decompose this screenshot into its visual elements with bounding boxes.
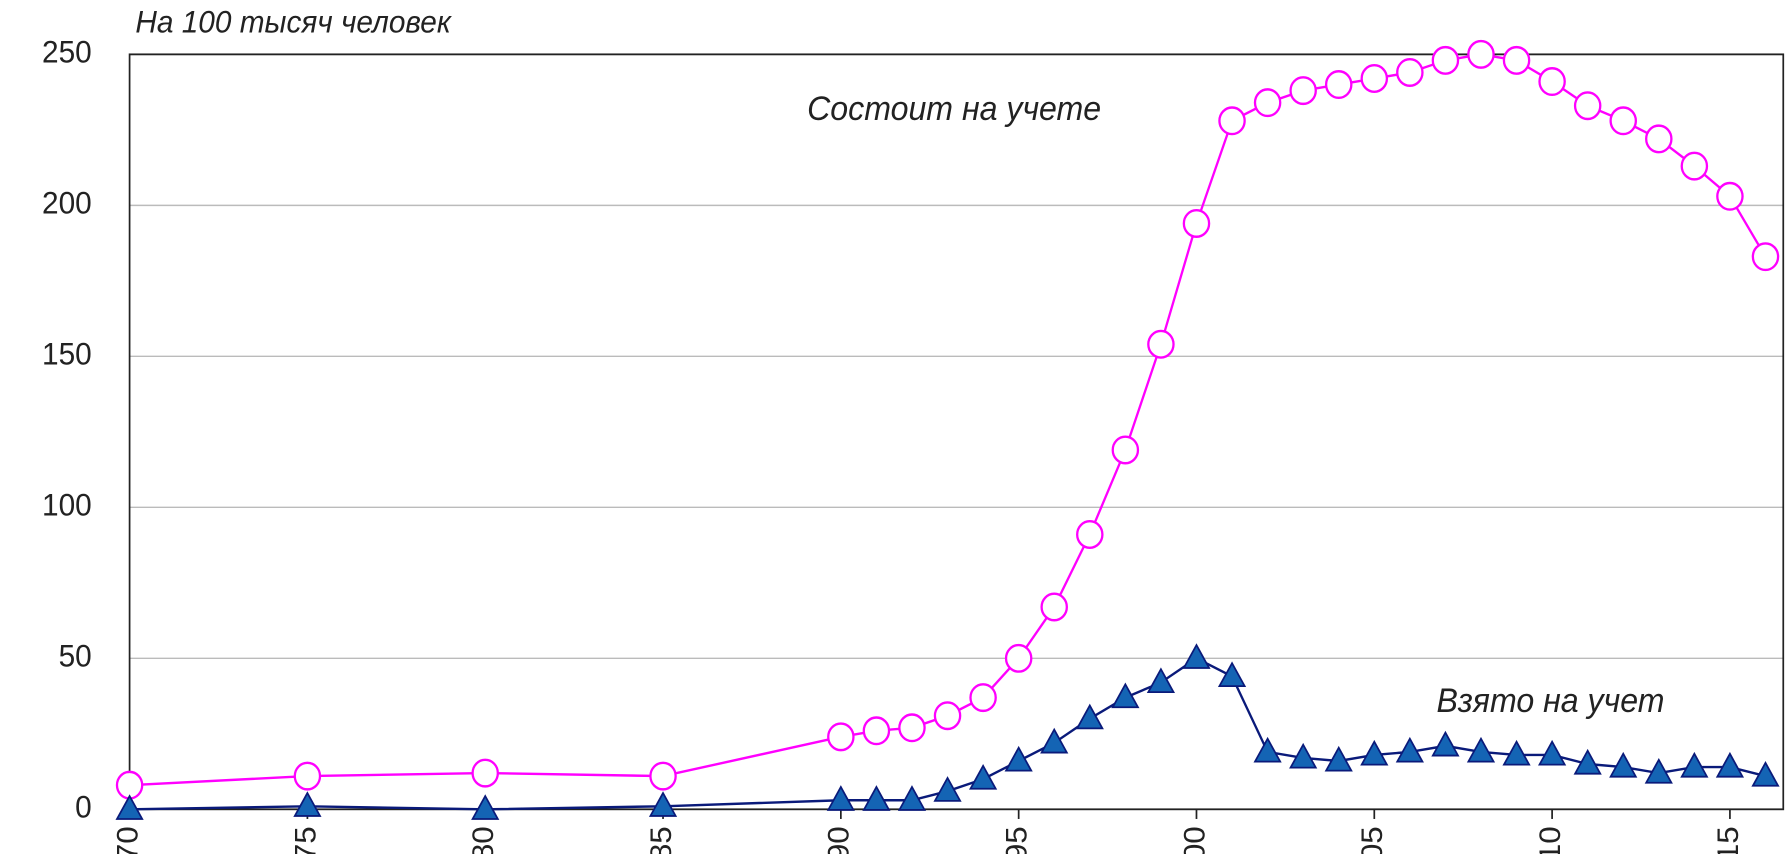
point — [1431, 730, 1460, 757]
point — [1644, 757, 1673, 784]
point — [933, 701, 962, 731]
point — [1466, 736, 1496, 763]
point — [115, 794, 144, 820]
point — [1253, 88, 1282, 118]
point — [827, 722, 855, 752]
point — [1324, 70, 1353, 100]
point — [898, 713, 926, 743]
point — [1395, 736, 1424, 763]
x-tick-label: 1985 — [645, 826, 678, 854]
point — [1004, 745, 1033, 772]
point — [826, 785, 855, 811]
point — [1360, 739, 1389, 766]
y-tick-label: 0 — [75, 790, 92, 825]
point — [648, 791, 678, 817]
point — [1076, 520, 1104, 549]
y-tick-label: 150 — [42, 337, 92, 372]
y-tick-label: 200 — [42, 186, 92, 221]
point — [1253, 736, 1282, 763]
series-label: Взято на учет — [1436, 681, 1664, 719]
point — [1218, 106, 1246, 136]
x-tick-label: 2000 — [1178, 826, 1211, 854]
x-tick-label: 1975 — [289, 826, 322, 854]
point — [1289, 76, 1317, 106]
y-axis-label: На 100 тысяч человек — [135, 5, 452, 40]
point — [1396, 57, 1424, 87]
point — [1645, 124, 1673, 154]
point — [1111, 682, 1140, 709]
point — [1502, 739, 1531, 766]
point — [471, 794, 500, 820]
point — [1182, 208, 1211, 238]
point — [1004, 643, 1033, 673]
x-tick-label: 2010 — [1534, 826, 1567, 854]
y-tick-label: 100 — [42, 488, 92, 523]
point — [1716, 181, 1744, 211]
point — [1680, 151, 1709, 181]
series-label: Состоит на учете — [807, 89, 1101, 127]
point — [1040, 592, 1068, 622]
x-tick-label: 1995 — [1000, 826, 1033, 854]
point — [471, 758, 499, 788]
point — [1609, 751, 1638, 778]
x-tick-label: 2015 — [1712, 826, 1745, 854]
point — [1217, 661, 1247, 688]
x-tick-label: 2005 — [1356, 826, 1389, 854]
point — [1146, 667, 1176, 694]
point — [1751, 760, 1780, 787]
point — [1680, 751, 1709, 778]
point — [1751, 242, 1780, 272]
point — [1538, 67, 1566, 97]
point — [1147, 329, 1175, 359]
point — [933, 776, 962, 802]
point — [1182, 643, 1211, 669]
point — [293, 791, 322, 817]
point — [1538, 739, 1567, 766]
point — [968, 764, 998, 790]
point — [1324, 745, 1353, 772]
point — [1289, 742, 1318, 769]
point — [1609, 106, 1637, 136]
y-tick-label: 250 — [42, 35, 92, 70]
point — [1573, 91, 1602, 121]
point — [293, 761, 322, 791]
plot-frame — [128, 53, 1785, 811]
point — [1075, 703, 1104, 730]
point — [969, 683, 997, 713]
y-tick-label: 50 — [59, 639, 92, 674]
x-tick-label: 1970 — [111, 826, 144, 854]
point — [1715, 751, 1745, 778]
point — [897, 785, 927, 811]
point — [1111, 435, 1140, 465]
series-line — [129, 53, 1767, 787]
x-tick-label: 1990 — [822, 826, 855, 854]
point — [1573, 748, 1602, 775]
point — [862, 785, 891, 811]
point — [1467, 39, 1495, 69]
x-tick-label: 1980 — [467, 826, 500, 854]
point — [1431, 45, 1460, 75]
point — [862, 716, 891, 746]
point — [649, 761, 677, 791]
point — [1360, 64, 1389, 94]
point — [1502, 45, 1531, 75]
point — [1040, 727, 1069, 754]
